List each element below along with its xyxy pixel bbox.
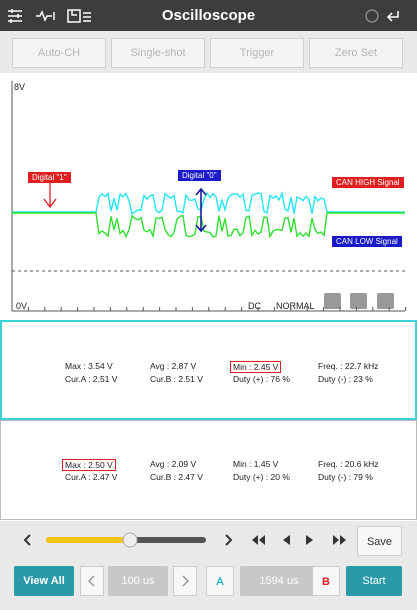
cursor-b-time: 1594 us [240, 566, 318, 596]
tool-button[interactable] [350, 293, 367, 309]
cursor-b-button[interactable]: B [312, 566, 340, 596]
top-voltage-label: 8V [14, 82, 26, 92]
step-forward-button[interactable] [306, 535, 313, 545]
toolbar-button[interactable]: Auto-CH [12, 38, 106, 68]
prev-button[interactable] [23, 534, 31, 546]
channel-panel[interactable] [0, 320, 417, 420]
stat-value: Duty (+) : 76 % [233, 374, 290, 384]
can-low-tag: CAN LOW Signal [332, 236, 402, 247]
start-button[interactable]: Start [346, 566, 402, 596]
tool-button[interactable] [324, 293, 341, 309]
stat-value: Duty (+) : 20 % [233, 472, 290, 482]
stat-value: Cur.A : 2.47 V [65, 472, 118, 482]
cursor-a-right[interactable] [173, 566, 197, 596]
playback-controls [23, 532, 346, 548]
stat-value: Avg : 2.09 V [150, 459, 197, 469]
step-back-button[interactable] [283, 535, 290, 545]
stat-value: Max : 3.54 V [65, 361, 113, 371]
cursor-a-time: 100 us [108, 566, 168, 596]
cursor-a-button[interactable]: A [206, 566, 234, 596]
stat-value: Duty (-) : 79 % [318, 472, 373, 482]
digital-1-arrow [43, 181, 57, 209]
view-all-button[interactable]: View All [14, 566, 74, 596]
stat-value: Freq. : 20.6 kHz [318, 459, 379, 469]
stat-value: Cur.B : 2.47 V [150, 472, 203, 482]
file-icon[interactable] [67, 9, 91, 23]
coupling: DC [248, 301, 261, 311]
can-high-tag: CAN HIGH Signal [332, 177, 404, 188]
header-bar [0, 0, 417, 31]
next-button[interactable] [225, 534, 233, 546]
stat-value: Cur.B : 2.51 V [150, 374, 203, 384]
scope-tools [324, 293, 394, 309]
back-icon[interactable] [386, 11, 399, 22]
refresh-icon[interactable] [365, 9, 379, 23]
cursor-a-left[interactable] [80, 566, 104, 596]
stat-value: Freq. : 22.7 kHz [318, 361, 379, 371]
stat-value: Duty (-) : 23 % [318, 374, 373, 384]
toolbar-button[interactable]: Trigger [210, 38, 304, 68]
settings-icon[interactable] [8, 9, 22, 23]
trigger-mode: NORMAL [276, 301, 315, 311]
digital-1-tag: Digital "1" [28, 172, 71, 183]
stat-value: Max : 2.50 V [62, 459, 116, 471]
bottom-voltage-label: 0V [16, 301, 28, 311]
rewind-button[interactable] [252, 535, 265, 545]
slider-knob[interactable] [122, 532, 138, 548]
can-low-trace [11, 212, 405, 239]
wave-icon[interactable] [36, 10, 55, 22]
title: Oscilloscope [161, 7, 256, 24]
fast-forward-button[interactable] [333, 535, 346, 545]
toolbar-button[interactable]: Single-shot [111, 38, 205, 68]
header-icons [8, 9, 399, 23]
save-button[interactable]: Save [357, 526, 402, 556]
stat-value: Min : 2.45 V [230, 361, 282, 373]
slider-fill [46, 537, 130, 543]
tool-button[interactable] [377, 293, 394, 309]
stat-value: Avg : 2.87 V [150, 361, 197, 371]
digital-0-tag: Digital "0" [178, 170, 221, 181]
toolbar-button[interactable]: Zero Set [309, 38, 403, 68]
scope [11, 81, 407, 312]
stat-value: Min : 1.45 V [233, 459, 279, 469]
digital-0-arrow [195, 187, 207, 233]
stat-value: Cur.A : 2.51 V [65, 374, 118, 384]
can-high-trace [12, 191, 405, 215]
